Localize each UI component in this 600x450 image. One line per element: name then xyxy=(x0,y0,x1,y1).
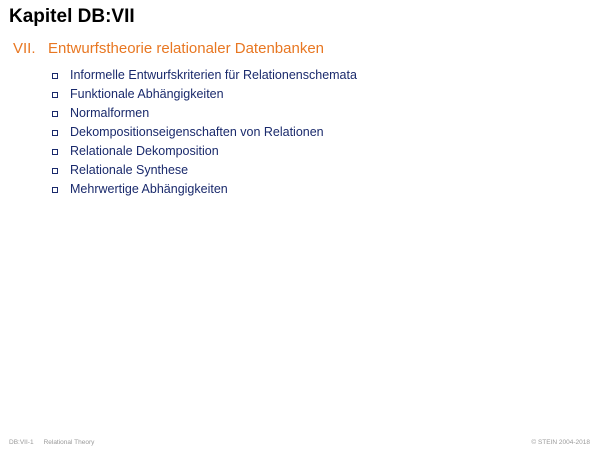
square-bullet-icon xyxy=(52,110,58,117)
list-item-label: Informelle Entwurfskriterien für Relatio… xyxy=(70,68,357,82)
footer-left: DB:VII-1 Relational Theory xyxy=(9,439,94,446)
list-item: Relationale Dekomposition xyxy=(52,142,357,161)
topic-list: Informelle Entwurfskriterien für Relatio… xyxy=(52,66,357,199)
list-item: Relationale Synthese xyxy=(52,161,357,180)
square-bullet-icon xyxy=(52,167,58,174)
list-item: Mehrwertige Abhängigkeiten xyxy=(52,180,357,199)
list-item: Dekompositionseigenschaften von Relation… xyxy=(52,123,357,142)
section-title: Entwurfstheorie relationaler Datenbanken xyxy=(48,40,324,57)
list-item: Informelle Entwurfskriterien für Relatio… xyxy=(52,66,357,85)
list-item-label: Relationale Dekomposition xyxy=(70,144,219,158)
list-item: Funktionale Abhängigkeiten xyxy=(52,85,357,104)
list-item: Normalformen xyxy=(52,104,357,123)
footer-copyright: © STEIN 2004-2018 xyxy=(531,439,590,446)
square-bullet-icon xyxy=(52,148,58,155)
section-heading: VII. Entwurfstheorie relationaler Datenba… xyxy=(13,40,324,57)
footer-slide-id: DB:VII-1 xyxy=(9,439,34,446)
list-item-label: Dekompositionseigenschaften von Relation… xyxy=(70,125,324,139)
square-bullet-icon xyxy=(52,91,58,98)
footer-topic: Relational Theory xyxy=(43,439,95,446)
square-bullet-icon xyxy=(52,129,58,136)
list-item-label: Mehrwertige Abhängigkeiten xyxy=(70,182,228,196)
slide-title: Kapitel DB:VII xyxy=(9,6,135,27)
square-bullet-icon xyxy=(52,72,58,79)
square-bullet-icon xyxy=(52,186,58,193)
list-item-label: Funktionale Abhängigkeiten xyxy=(70,87,224,101)
section-number: VII. xyxy=(13,40,36,57)
list-item-label: Relationale Synthese xyxy=(70,163,189,177)
list-item-label: Normalformen xyxy=(70,106,150,120)
